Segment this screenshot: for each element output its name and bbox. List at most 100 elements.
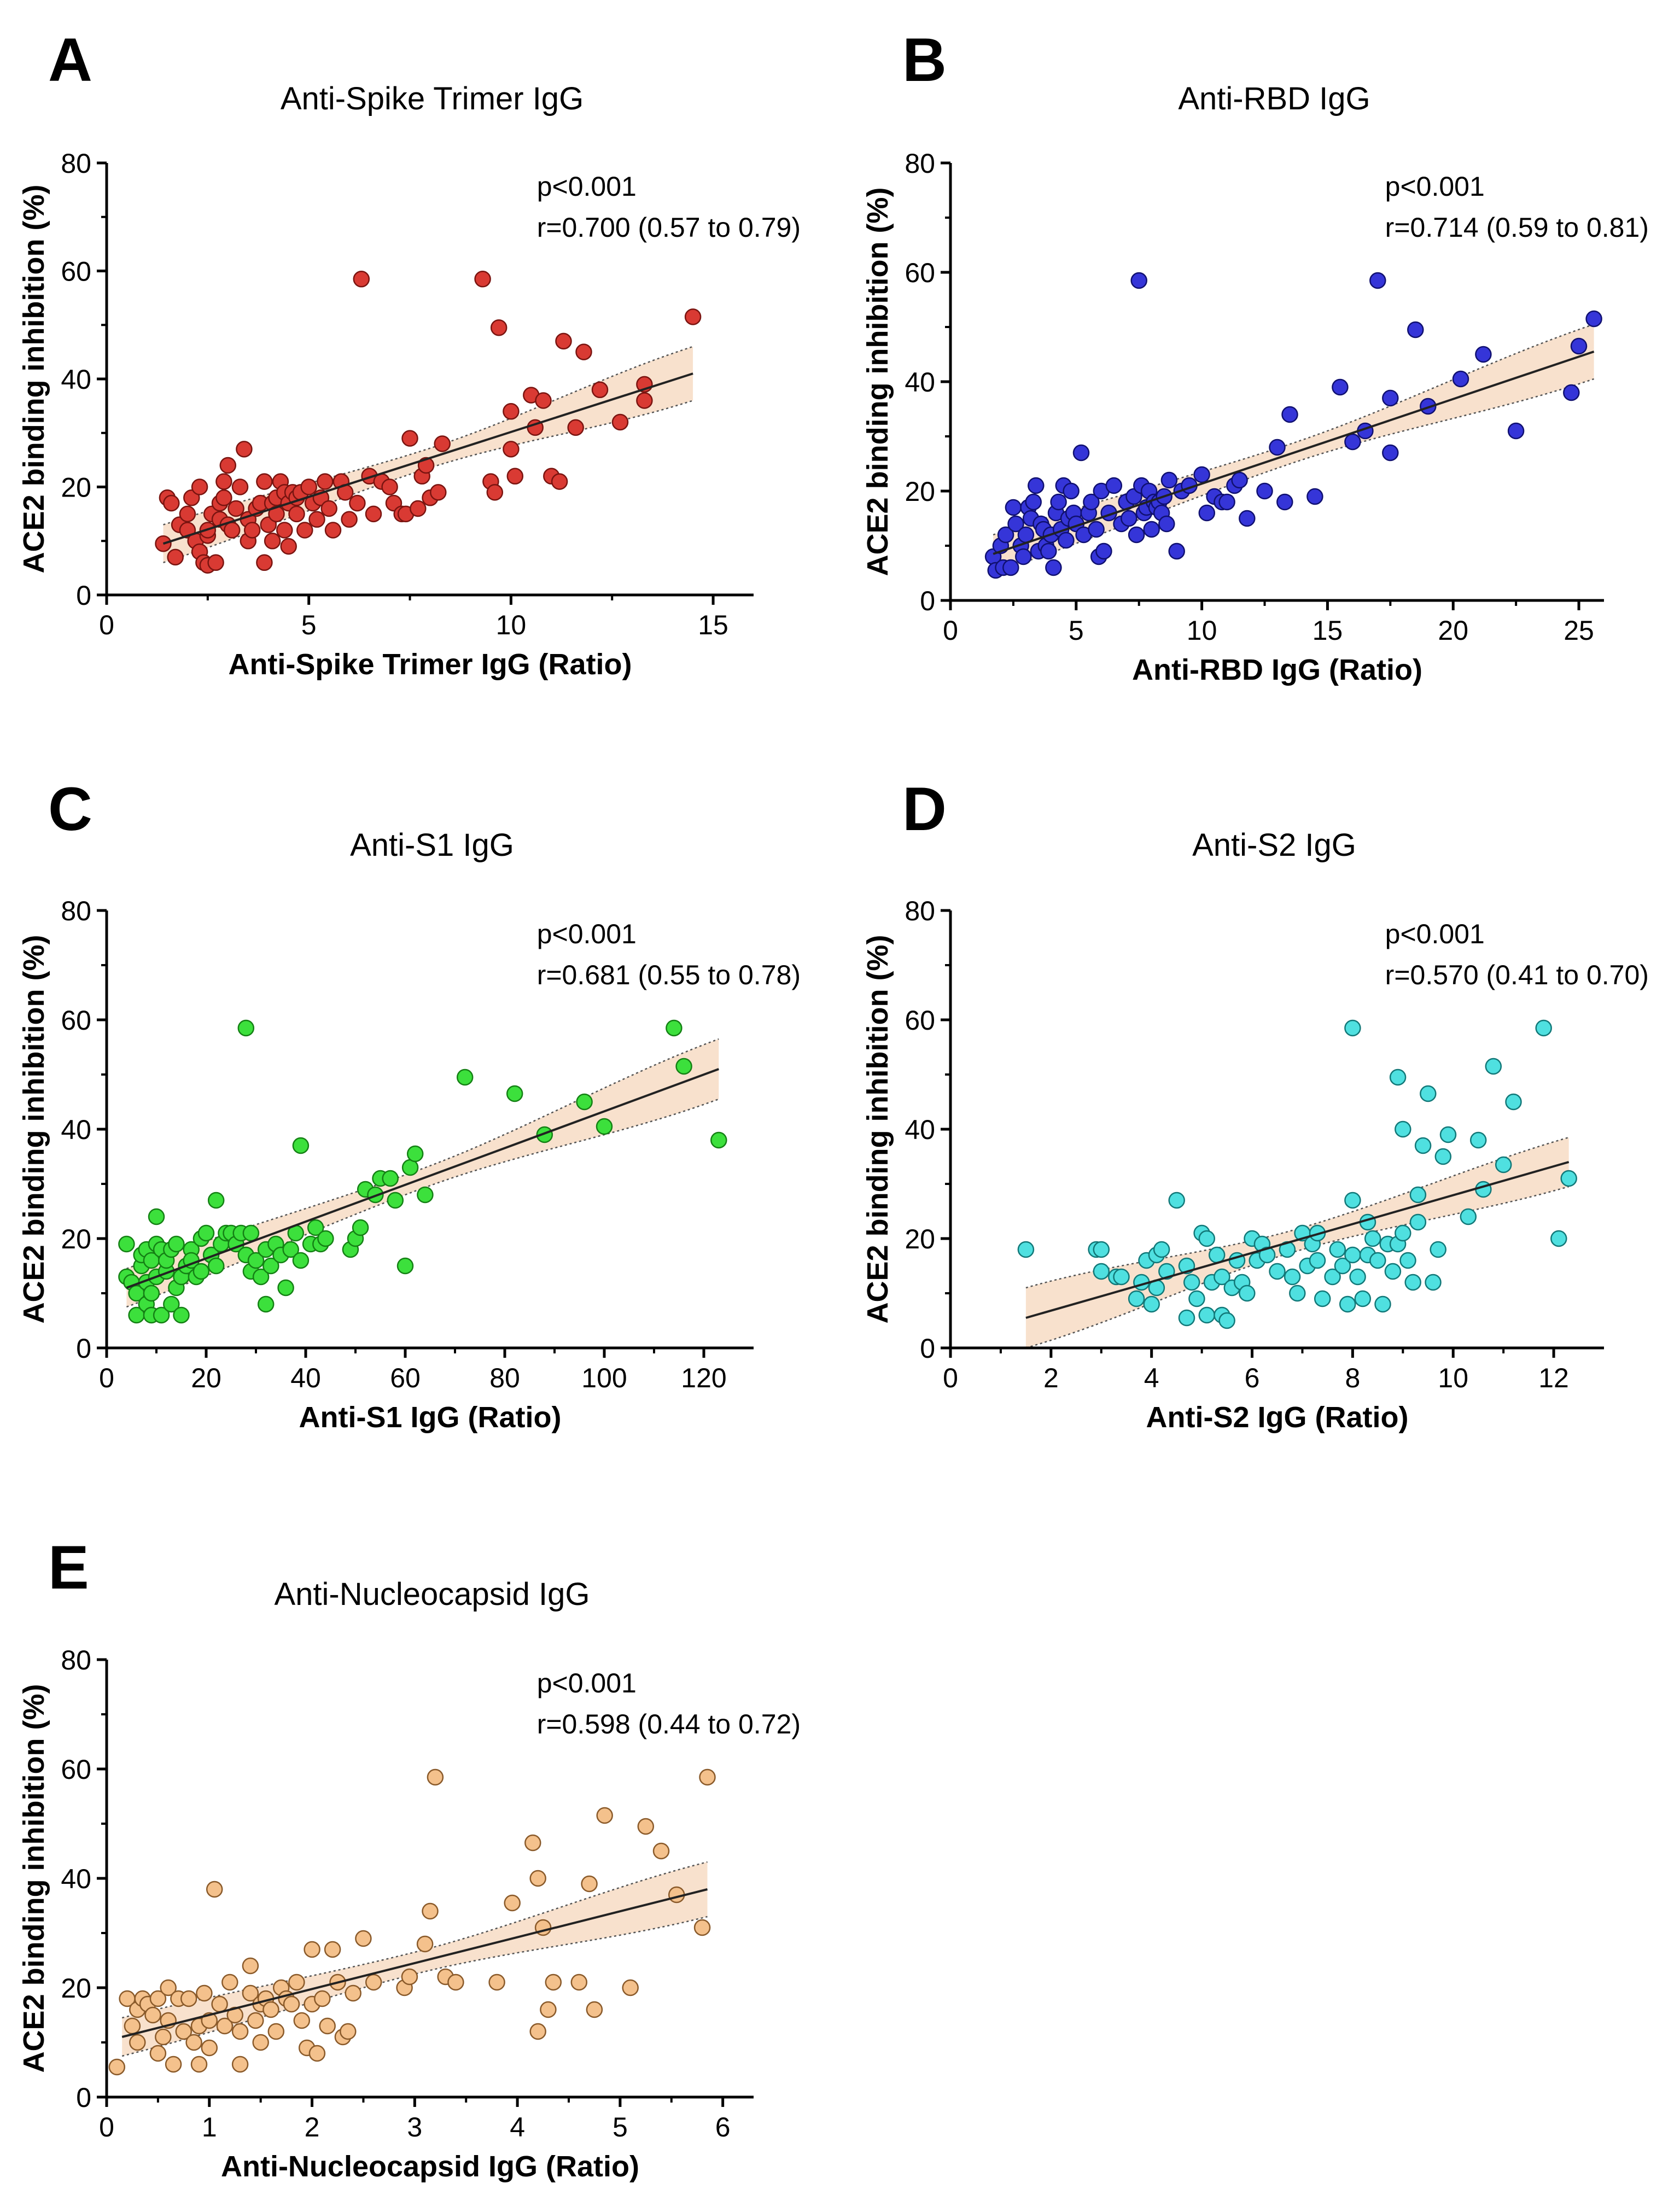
data-point [581,1875,598,1893]
data-point [207,554,224,571]
data-point [506,468,524,485]
data-point [1128,1290,1145,1307]
regression-line [121,1888,708,2038]
data-point [1198,1230,1216,1247]
data-point [129,2034,146,2051]
data-point [1485,1058,1502,1075]
data-point [551,473,568,490]
y-tick-label: 40 [905,367,935,398]
data-point [155,535,172,552]
regression-line [162,372,693,545]
y-tick-label: 20 [61,1224,91,1254]
data-point [163,1295,180,1313]
data-point [1332,378,1349,396]
data-point [1158,1263,1175,1280]
data-point [349,494,366,512]
data-point [206,1881,223,1898]
data-point [1339,1295,1356,1313]
x-tick-label: 80 [489,1363,520,1393]
x-tick-label: 10 [1438,1363,1468,1393]
x-axis-label: Anti-RBD IgG (Ratio) [1132,653,1422,686]
data-point [153,1306,170,1324]
data-point [1439,1126,1457,1143]
data-point [591,381,609,399]
regression-line [993,351,1595,555]
data-point [1409,1213,1427,1231]
data-point [1040,542,1057,560]
data-point [1269,439,1286,456]
data-point [1469,1131,1487,1149]
data-point [1364,1230,1381,1247]
data-point [160,1979,177,1996]
data-point [1389,1069,1407,1086]
data-point [1309,1252,1326,1269]
panel-d: D Anti-S2 IgG 0 20 40 60 80 0 2 4 6 8 10 12 Anti-S2 Ig… [861,775,1649,1434]
data-point [282,1241,299,1258]
data-point [242,1224,260,1242]
x-tick-label: 4 [1144,1363,1159,1393]
data-point [997,526,1014,544]
data-point [1384,1263,1402,1280]
data-point [684,308,702,325]
data-point [1028,477,1045,494]
data-point [1158,515,1175,533]
data-point [636,392,653,409]
y-tick-label: 60 [61,256,91,287]
data-point [276,522,293,539]
data-point [1153,1241,1170,1258]
data-point [1354,1290,1372,1307]
data-point [410,500,427,517]
x-tick-label: 10 [1187,615,1217,646]
data-point [252,1268,270,1286]
data-points [155,271,702,574]
y-tick-label: 20 [905,476,935,507]
p-value-text: p<0.001 [537,1668,637,1698]
y-tick-label: 80 [905,148,935,179]
data-point [155,2028,172,2046]
data-point [1420,1085,1437,1102]
data-point [190,2056,208,2073]
y-tick-label: 20 [905,1224,935,1254]
data-point [1188,1290,1205,1307]
data-point [247,2012,264,2029]
data-point [529,1870,546,1887]
data-point [1407,321,1424,338]
x-tick-label: 0 [99,2112,114,2142]
x-tick-label: 0 [943,1363,958,1393]
data-point [504,1894,521,1912]
data-point [341,511,358,528]
data-point [1093,1241,1110,1258]
x-tick-label: 20 [191,1363,221,1393]
data-point [340,2023,357,2040]
y-tick-label: 0 [76,580,91,611]
data-point [474,271,491,288]
data-point [231,478,249,495]
x-tick-label: 0 [99,1363,114,1393]
data-point [382,1170,399,1187]
data-point [1334,1257,1351,1275]
data-point [1218,1312,1235,1329]
data-point [167,548,184,566]
data-point [540,2001,557,2018]
data-point [242,1957,259,1975]
data-point [352,1219,369,1236]
data-point [406,1145,424,1163]
data-point [535,392,552,409]
data-point [231,2056,249,2073]
data-point [1399,1252,1416,1269]
data-point [168,1235,185,1253]
data-point [262,2001,279,2018]
data-point [197,1224,215,1242]
data-point [1050,493,1067,511]
data-point [1570,337,1588,355]
p-value-text: p<0.001 [1385,919,1485,949]
data-point [1017,1241,1035,1258]
data-point [1015,548,1032,565]
r-value-text: r=0.700 (0.57 to 0.79) [537,212,801,243]
data-point [427,1768,444,1786]
data-point [529,2023,546,2040]
x-tick-label: 10 [496,610,527,640]
data-point [1198,504,1216,522]
data-point [1239,510,1256,527]
x-tick-label: 5 [1069,615,1084,646]
